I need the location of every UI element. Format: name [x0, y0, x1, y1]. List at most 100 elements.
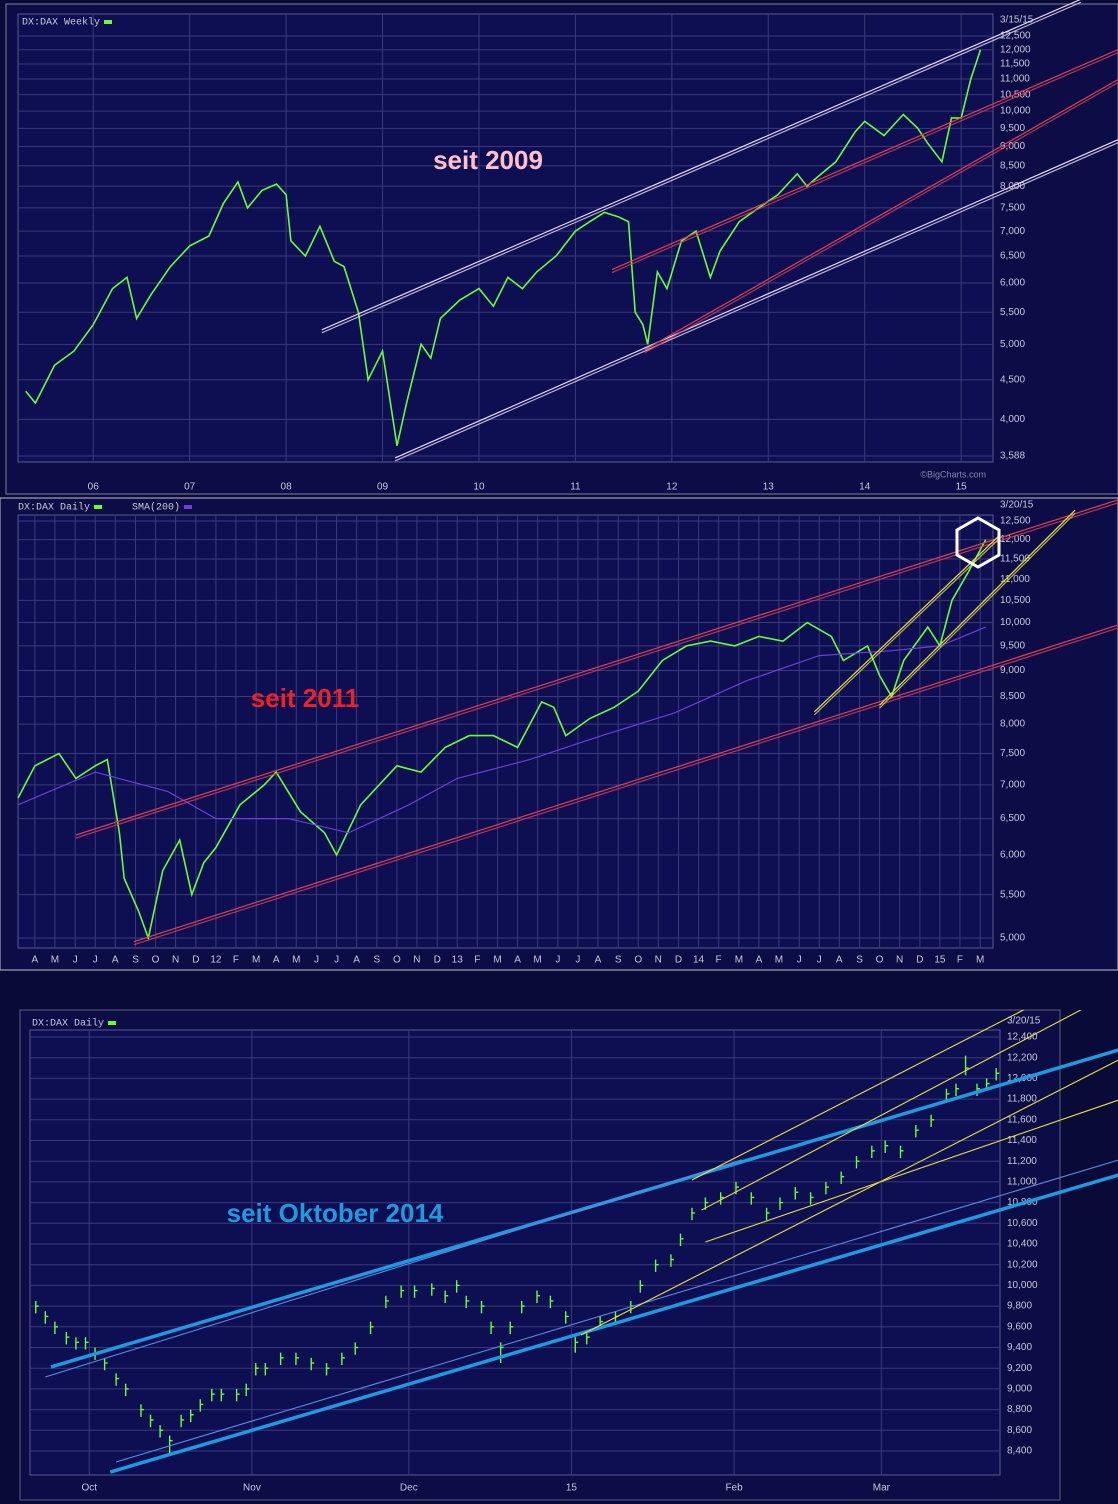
x-tick-label: F [233, 955, 239, 966]
x-tick-label: F [474, 955, 480, 966]
highlight-hexagon [955, 516, 1001, 569]
x-tick-label: 14 [859, 482, 871, 493]
trend-line [580, 1059, 1118, 1336]
y-tick-label: 7,000 [1000, 780, 1025, 791]
x-tick-label: N [655, 955, 662, 966]
y-tick-label: 6,500 [1000, 813, 1025, 824]
y-tick-label: 11,000 [1007, 1177, 1037, 1188]
x-tick-label: 10 [473, 482, 485, 493]
trend-line [813, 534, 1001, 713]
x-tick-label: 07 [184, 482, 196, 493]
trend-line [611, 51, 1118, 274]
date-label: 3/20/15 [1000, 500, 1034, 511]
x-tick-label: S [615, 955, 622, 966]
trend-line [321, 1, 1081, 334]
trend-line [701, 1010, 1082, 1211]
x-tick-label: 11 [570, 482, 581, 493]
y-tick-label: 12,000 [1000, 44, 1031, 55]
y-tick-label: 8,500 [1000, 691, 1025, 702]
y-tick-label: 10,600 [1007, 1218, 1038, 1229]
x-tick-label: M [775, 955, 783, 966]
y-tick-label: 8,500 [1000, 160, 1025, 171]
y-tick-label: 11,400 [1007, 1135, 1037, 1146]
y-tick-label: 10,000 [1000, 106, 1031, 117]
x-tick-label: Dec [400, 1483, 418, 1494]
x-tick-label: O [634, 955, 642, 966]
x-tick-label: O [393, 955, 401, 966]
x-tick-label: A [112, 955, 119, 966]
y-tick-label: 5,500 [1000, 889, 1025, 900]
x-tick-label: J [334, 955, 339, 966]
x-tick-label: J [575, 955, 580, 966]
x-tick-label: J [93, 955, 98, 966]
x-tick-label: J [314, 955, 319, 966]
y-tick-label: 12,200 [1007, 1052, 1038, 1063]
y-tick-label: 7,500 [1000, 203, 1025, 214]
y-tick-label: 11,200 [1007, 1156, 1037, 1167]
plot-frame [17, 13, 994, 463]
annotation: seit Oktober 2014 [227, 1198, 444, 1228]
x-tick-label: 08 [281, 482, 293, 493]
trend-line [644, 78, 1118, 351]
y-tick-label: 11,000 [1000, 574, 1030, 585]
y-tick-label: 3,588 [1000, 451, 1025, 462]
x-tick-label: M [292, 955, 300, 966]
x-tick-label: A [353, 955, 360, 966]
x-tick-label: O [152, 955, 160, 966]
plot-frame [17, 514, 994, 949]
x-tick-label: M [51, 955, 59, 966]
x-tick-label: F [957, 955, 963, 966]
x-tick-label: S [132, 955, 139, 966]
y-tick-label: 11,800 [1007, 1094, 1037, 1105]
y-tick-label: 6,500 [1000, 251, 1025, 262]
legend-label: DX:DAX Weekly [22, 17, 100, 29]
trend-line [394, 142, 1118, 462]
source: ©BigCharts.com [920, 469, 986, 479]
x-tick-label: 15 [566, 1483, 578, 1494]
y-tick-label: 11,600 [1007, 1114, 1037, 1125]
y-tick-label: 6,000 [1000, 278, 1025, 289]
y-tick-label: 9,500 [1000, 641, 1025, 652]
x-tick-label: 15 [934, 955, 946, 966]
legend-label: DX:DAX Daily [18, 502, 90, 514]
x-tick-label: 12 [666, 482, 678, 493]
x-tick-label: J [797, 955, 802, 966]
x-tick-label: 13 [763, 482, 775, 493]
y-tick-label: 12,000 [1000, 534, 1031, 545]
x-tick-label: 14 [693, 955, 705, 966]
x-tick-label: 15 [956, 482, 968, 493]
y-tick-label: 7,500 [1000, 748, 1025, 759]
trend-line [75, 502, 1118, 839]
x-tick-label: F [716, 955, 722, 966]
annotation: seit 2009 [433, 145, 543, 175]
x-tick-label: N [896, 955, 903, 966]
x-tick-label: M [976, 955, 984, 966]
x-tick-label: A [273, 955, 280, 966]
y-tick-label: 5,500 [1000, 307, 1025, 318]
y-tick-label: 8,000 [1000, 719, 1025, 730]
x-tick-label: D [192, 955, 199, 966]
annotation: seit 2011 [251, 683, 359, 713]
y-tick-label: 4,500 [1000, 374, 1025, 385]
trend-line [75, 499, 1118, 836]
trend-line [45, 1159, 742, 1378]
y-tick-label: 12,400 [1007, 1032, 1038, 1043]
x-tick-label: D [675, 955, 682, 966]
x-tick-label: 13 [452, 955, 464, 966]
plot-layer [321, 0, 1118, 462]
plot-frame [29, 1029, 1001, 1476]
y-tick-label: 11,500 [1000, 59, 1030, 70]
y-tick-label: 5,000 [1000, 933, 1025, 944]
x-tick-label: M [252, 955, 260, 966]
x-tick-label: A [836, 955, 843, 966]
y-tick-label: 9,000 [1000, 665, 1025, 676]
y-tick-label: 9,600 [1007, 1321, 1032, 1332]
x-tick-label: A [32, 955, 39, 966]
y-tick-label: 11,000 [1000, 74, 1030, 85]
y-tick-label: 4,000 [1000, 414, 1025, 425]
x-tick-label: Oct [82, 1483, 98, 1494]
date-label: 3/20/15 [1007, 1016, 1041, 1027]
plot-layer [45, 1010, 1118, 1474]
